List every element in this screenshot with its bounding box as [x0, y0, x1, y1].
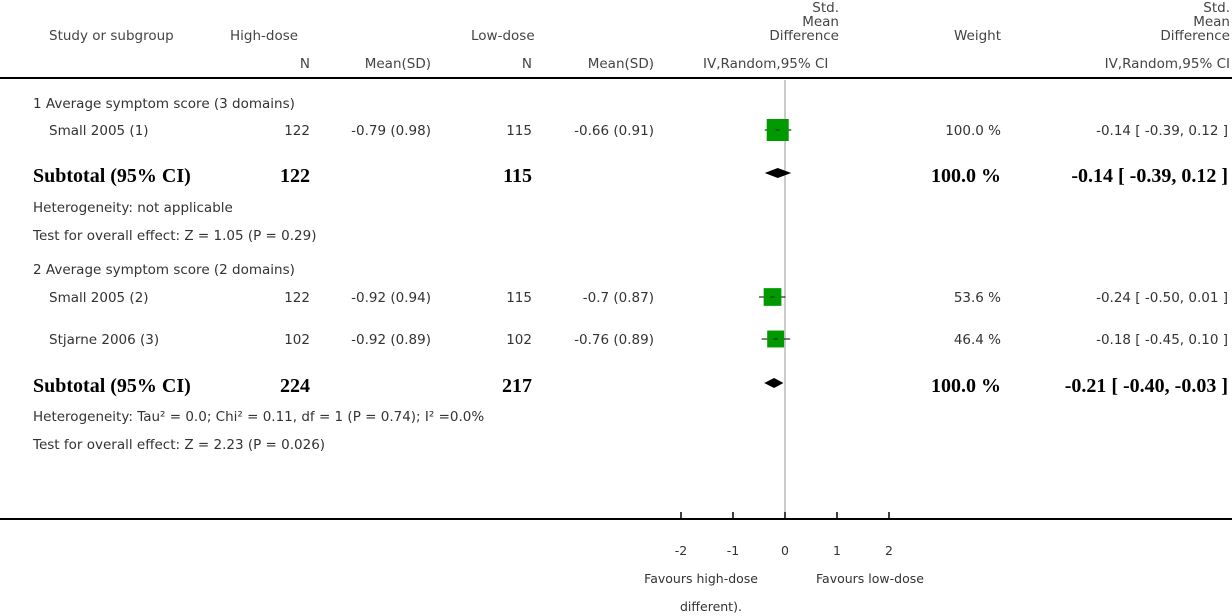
header-high-dose: High-dose	[230, 28, 299, 44]
header-n-low: N	[521, 56, 532, 72]
ci-value: -0.24 [ -0.50, 0.01 ]	[1096, 290, 1228, 306]
overall-effect-text: Test for overall effect: Z = 1.05 (P = 0…	[33, 228, 317, 244]
n-high: 122	[284, 290, 310, 306]
weight-value: 53.6 %	[953, 290, 1001, 306]
n-low: 115	[506, 290, 532, 306]
header-low-dose: Low-dose	[471, 28, 535, 44]
subtotal-weight: 100.0 %	[931, 165, 1001, 187]
favours-high-dose-label: Favours high-dose	[644, 571, 758, 586]
mean-sd-low: -0.66 (0.91)	[574, 123, 654, 139]
subtotal-label: Subtotal (95% CI)	[33, 375, 191, 397]
x-tick-label: 0	[781, 543, 789, 558]
header-rule	[0, 77, 1232, 79]
header-smd2-line3: Difference	[1160, 28, 1230, 44]
mean-sd-high: -0.92 (0.94)	[351, 290, 431, 306]
favours-low-dose-label: Favours low-dose	[816, 571, 924, 586]
x-tick-label: -2	[674, 543, 688, 558]
subtotal-n-high: 224	[280, 375, 310, 397]
header-weight: Weight	[953, 28, 1001, 44]
header-smd-line2: Mean	[802, 14, 839, 30]
subtotal-n-high: 122	[280, 165, 310, 187]
weight-value: 100.0 %	[945, 123, 1001, 139]
study-name: Stjarne 2006 (3)	[49, 332, 160, 348]
header-smd2-method: IV,Random,95% CI	[1104, 56, 1230, 72]
overall-effect-text: Test for overall effect: Z = 2.23 (P = 0…	[33, 437, 326, 453]
group-title: 1 Average symptom score (3 domains)	[33, 96, 295, 112]
header-smd-line3: Difference	[769, 28, 839, 44]
study-name: Small 2005 (2)	[49, 290, 149, 306]
x-tick-label: 2	[885, 543, 893, 558]
mean-sd-high: -0.79 (0.98)	[351, 123, 431, 139]
n-low: 102	[506, 332, 532, 348]
ci-value: -0.18 [ -0.45, 0.10 ]	[1096, 332, 1228, 348]
heterogeneity-text: Heterogeneity: not applicable	[33, 200, 233, 216]
header-smd2-line1: Std.	[1203, 0, 1230, 16]
heterogeneity-text: Heterogeneity: Tau² = 0.0; Chi² = 0.11, …	[33, 409, 485, 425]
header-meansd-high: Mean(SD)	[364, 56, 431, 72]
study-name: Small 2005 (1)	[49, 123, 149, 139]
x-tick-label: 1	[833, 543, 841, 558]
subtotal-label: Subtotal (95% CI)	[33, 165, 191, 187]
header-study: Study or subgroup	[49, 28, 174, 44]
n-low: 115	[506, 123, 532, 139]
mean-sd-high: -0.92 (0.89)	[351, 332, 431, 348]
x-tick-label: -1	[726, 543, 740, 558]
weight-value: 46.4 %	[953, 332, 1001, 348]
mean-sd-low: -0.76 (0.89)	[574, 332, 654, 348]
ci-value: -0.14 [ -0.39, 0.12 ]	[1096, 123, 1228, 139]
footnote-text: different).	[680, 599, 742, 614]
subtotal-diamond	[764, 168, 792, 178]
header-smd-line1: Std.	[812, 0, 839, 16]
subtotal-n-low: 217	[502, 375, 532, 397]
mean-sd-low: -0.7 (0.87)	[582, 290, 654, 306]
subtotal-diamond	[764, 378, 784, 388]
group-title: 2 Average symptom score (2 domains)	[33, 262, 295, 278]
n-high: 122	[284, 123, 310, 139]
header-smd2-line2: Mean	[1193, 14, 1230, 30]
subtotal-n-low: 115	[503, 165, 532, 187]
header-n-high: N	[299, 56, 310, 72]
n-high: 102	[284, 332, 310, 348]
header-smd-method: IV,Random,95% CI	[703, 56, 829, 72]
subtotal-weight: 100.0 %	[931, 375, 1001, 397]
subtotal-ci: -0.14 [ -0.39, 0.12 ]	[1071, 165, 1228, 187]
header-meansd-low: Mean(SD)	[587, 56, 654, 72]
subtotal-ci: -0.21 [ -0.40, -0.03 ]	[1064, 375, 1228, 397]
bottom-rule	[0, 518, 1232, 520]
